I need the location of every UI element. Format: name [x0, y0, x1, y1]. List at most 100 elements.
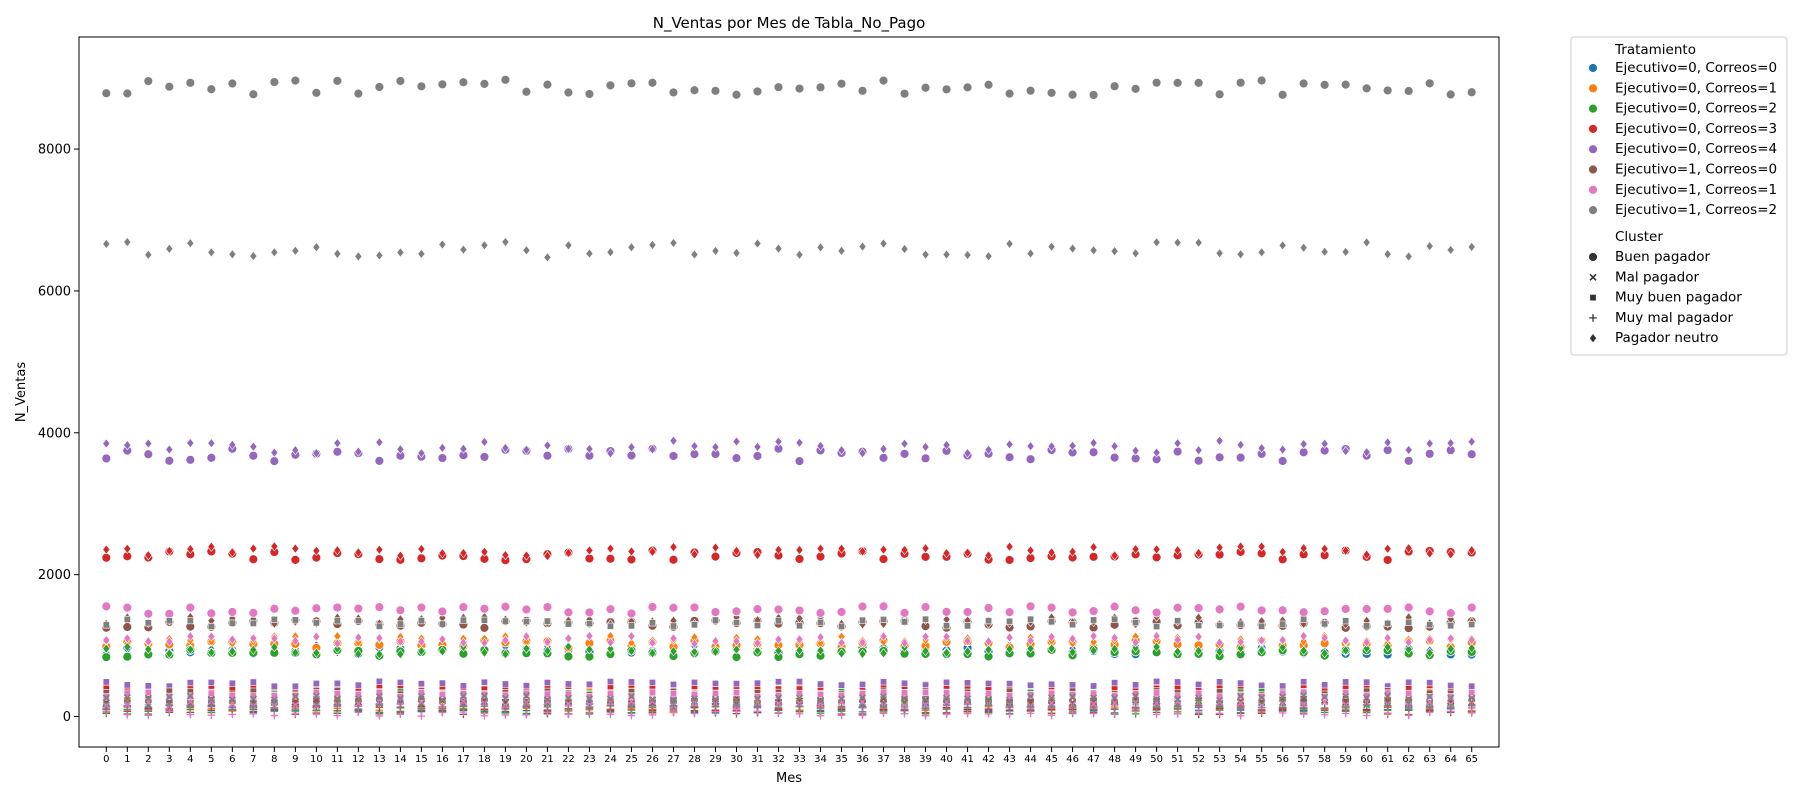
- data-point: [920, 551, 931, 562]
- x-tick-label: 36: [856, 754, 869, 765]
- data-point: [207, 438, 216, 449]
- data-point: [374, 456, 385, 466]
- x-tick-label: 42: [982, 754, 995, 765]
- data-point: [984, 550, 993, 561]
- data-point: [1321, 620, 1329, 628]
- data-point: [1300, 700, 1308, 709]
- data-point: [1194, 237, 1203, 248]
- x-tick-label: 27: [667, 754, 680, 765]
- data-point: [417, 712, 426, 720]
- data-point: [585, 630, 594, 642]
- data-point: [228, 646, 237, 657]
- data-point: [900, 695, 909, 703]
- data-point: [1446, 643, 1455, 654]
- x-tick-label: 5: [208, 754, 214, 765]
- data-point: [1362, 711, 1371, 720]
- data-point: [291, 701, 299, 709]
- data-point: [207, 622, 215, 630]
- data-point: [648, 239, 657, 251]
- data-point: [417, 704, 426, 713]
- data-point: [731, 453, 742, 463]
- data-point: [102, 635, 111, 646]
- data-point: [690, 709, 699, 718]
- x-tick-label: 47: [1087, 754, 1100, 765]
- data-point: [710, 85, 721, 96]
- data-point: [1004, 607, 1015, 618]
- data-point: [648, 444, 657, 455]
- data-point: [942, 439, 951, 451]
- data-point: [1216, 678, 1224, 686]
- data-point: [774, 634, 783, 645]
- data-point: [1446, 704, 1455, 712]
- x-tick-label: 40: [940, 754, 953, 765]
- data-point: [396, 694, 404, 703]
- data-point: [1089, 645, 1098, 656]
- data-point: [1237, 699, 1245, 707]
- x-tick-label: 46: [1066, 754, 1079, 765]
- data-point: [1089, 705, 1098, 713]
- data-point: [396, 444, 405, 455]
- data-point: [1237, 679, 1245, 687]
- data-point: [879, 695, 888, 703]
- data-point: [375, 712, 384, 720]
- data-point: [1236, 705, 1245, 713]
- data-point: [1110, 705, 1119, 713]
- data-point: [858, 711, 867, 720]
- data-point: [144, 694, 152, 702]
- data-point: [1195, 621, 1203, 629]
- x-tick-label: 49: [1129, 754, 1142, 765]
- y-tick-label: 4000: [38, 426, 71, 441]
- data-point: [270, 247, 279, 258]
- data-point: [605, 604, 616, 615]
- data-point: [396, 247, 405, 258]
- data-point: [838, 681, 846, 689]
- data-point: [185, 77, 196, 88]
- data-point: [1110, 643, 1119, 655]
- data-point: [796, 689, 804, 697]
- data-point: [543, 703, 552, 711]
- x-tick-label: 53: [1213, 754, 1226, 765]
- data-point: [564, 680, 572, 688]
- x-tick-label: 57: [1297, 754, 1310, 765]
- data-point: [606, 448, 615, 459]
- data-point: [1405, 618, 1413, 626]
- data-point: [920, 602, 931, 612]
- legend-hue-title: Tratamiento: [1614, 42, 1696, 58]
- x-tick-label: 26: [646, 754, 659, 765]
- data-point: [922, 681, 930, 689]
- data-point: [228, 634, 237, 645]
- data-point: [165, 545, 174, 556]
- data-point: [690, 646, 699, 657]
- data-point: [732, 247, 741, 259]
- data-point: [774, 436, 783, 447]
- legend: Tratamiento Cluster Ejecutivo=0, Correos…: [1570, 36, 1788, 356]
- data-point: [963, 646, 972, 657]
- data-point: [1298, 447, 1309, 458]
- data-point: [1445, 608, 1456, 619]
- legend-entry-label: Ejecutivo=0, Correos=4: [1615, 141, 1777, 157]
- data-point: [501, 236, 510, 248]
- data-point: [1111, 679, 1119, 687]
- data-point: [1048, 689, 1056, 697]
- data-point: [1446, 244, 1455, 256]
- x-tick-label: 12: [352, 754, 365, 765]
- data-point: [1277, 89, 1288, 100]
- data-point: [605, 553, 616, 564]
- data-point: [1424, 606, 1435, 617]
- data-point: [605, 80, 616, 91]
- data-point: [543, 645, 552, 656]
- data-point: [627, 546, 636, 557]
- data-point: [1403, 602, 1414, 613]
- data-point: [438, 620, 446, 628]
- data-point: [1466, 87, 1477, 98]
- data-point: [480, 616, 488, 624]
- data-point: [1320, 438, 1329, 449]
- data-point: [1405, 689, 1413, 697]
- x-tick-label: 17: [457, 754, 470, 765]
- data-point: [1068, 243, 1077, 254]
- data-point: [522, 245, 531, 256]
- data-point: [627, 711, 636, 720]
- data-point: [1131, 248, 1140, 259]
- data-point: [1320, 246, 1329, 257]
- data-point: [1361, 83, 1372, 94]
